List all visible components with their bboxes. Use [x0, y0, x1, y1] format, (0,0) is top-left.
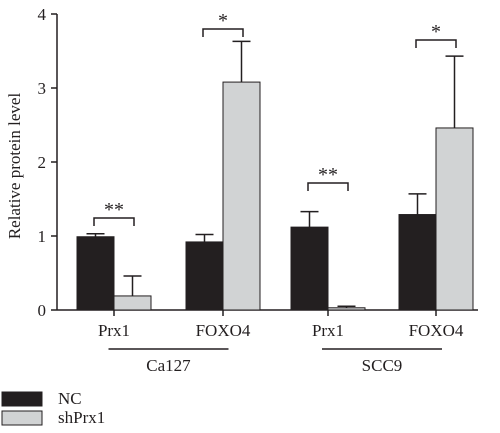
y-tick-label: 1: [38, 227, 47, 246]
y-axis-title: Relative protein level: [5, 93, 24, 240]
x-axis-labels: Prx1 FOXO4 Prx1 FOXO4 Ca127 SCC9: [98, 321, 464, 375]
x-category-label: Prx1: [98, 321, 130, 340]
legend-label: NC: [58, 389, 82, 408]
bars: [76, 81, 474, 311]
significance-bracket: [93, 217, 135, 226]
group-label: Ca127: [146, 356, 191, 375]
significance-bracket: [415, 39, 457, 48]
bar-nc: [76, 236, 115, 311]
legend-label: shPrx1: [58, 408, 105, 427]
significance-label: **: [104, 199, 124, 221]
bar-nc: [398, 214, 437, 311]
y-tick-label: 2: [38, 153, 47, 172]
group-label: SCC9: [362, 356, 403, 375]
x-category-label: Prx1: [312, 321, 344, 340]
bar-shprx1: [113, 295, 152, 311]
bar-shprx1: [327, 307, 366, 311]
significance-brackets: ******: [93, 10, 457, 226]
bar-shprx1: [435, 127, 474, 311]
significance-label: *: [218, 10, 228, 32]
bar-shprx1: [222, 81, 261, 311]
x-category-label: FOXO4: [409, 321, 464, 340]
error-bars: [86, 40, 464, 308]
y-tick-label: 3: [38, 79, 47, 98]
legend-swatch: [1, 391, 43, 407]
significance-bracket: [202, 28, 244, 37]
bar-nc: [185, 241, 224, 311]
x-category-label: FOXO4: [196, 321, 251, 340]
y-tick-label: 0: [38, 301, 47, 320]
legend-swatch: [1, 410, 43, 426]
significance-label: **: [318, 164, 338, 186]
significance-label: *: [431, 21, 441, 43]
bar-nc: [290, 226, 329, 311]
significance-bracket: [307, 182, 349, 191]
y-tick-label: 4: [38, 5, 47, 24]
